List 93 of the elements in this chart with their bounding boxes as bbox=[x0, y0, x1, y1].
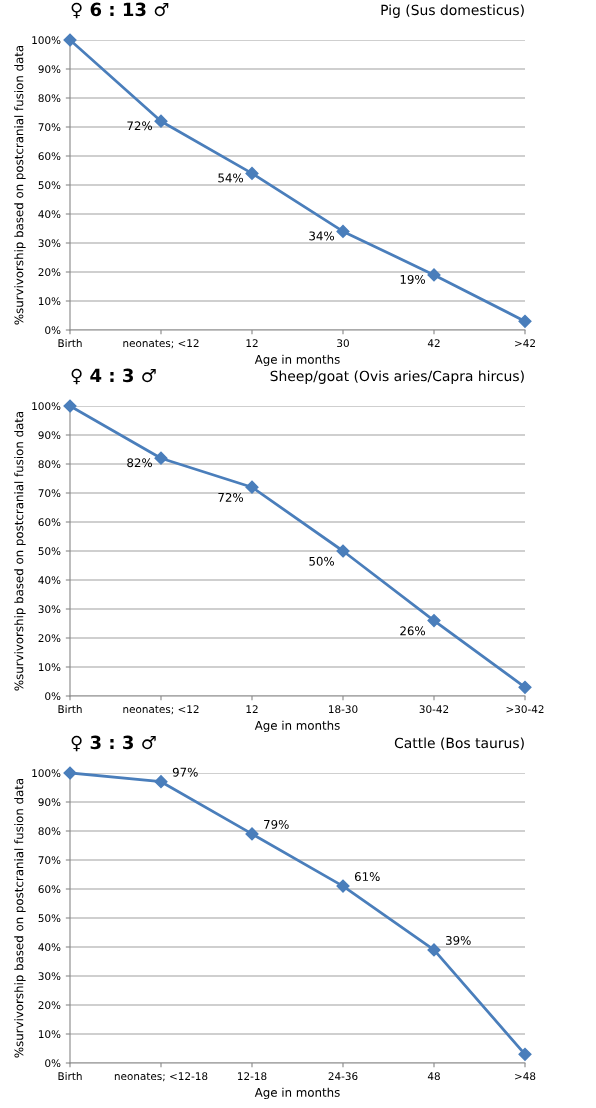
x-tick-label: neonates; <12 bbox=[123, 705, 199, 715]
y-tick-label: 90% bbox=[38, 65, 61, 74]
point bbox=[336, 879, 350, 893]
x-tick-label: 18-30 bbox=[329, 705, 358, 714]
data-label: 39% bbox=[446, 935, 471, 945]
y-tick-label: 60% bbox=[38, 518, 61, 527]
chart-title: Pig (Sus domesticus) bbox=[381, 4, 524, 18]
y-tick-label: 100% bbox=[32, 402, 61, 411]
y-tick-label: 100% bbox=[32, 36, 61, 45]
x-tick-label: neonates; <12-18 bbox=[114, 1072, 208, 1082]
point bbox=[427, 943, 441, 957]
x-axis-title: Age in months bbox=[254, 354, 340, 367]
x-tick-label: 30-42 bbox=[419, 705, 449, 714]
point bbox=[518, 314, 532, 328]
data-label: 50% bbox=[309, 556, 335, 566]
y-tick-label: 10% bbox=[38, 663, 61, 672]
y-tick-label: 50% bbox=[38, 914, 61, 923]
y-tick-label: 100% bbox=[32, 769, 61, 778]
x-tick-label: 42 bbox=[427, 339, 440, 347]
y-tick-label: 0% bbox=[45, 692, 61, 701]
y-tick-label: 50% bbox=[38, 181, 61, 190]
point bbox=[154, 114, 168, 128]
y-axis-title: %survivorship based on postcranial fusion data bbox=[14, 778, 26, 1058]
x-tick-label: 12-18 bbox=[238, 1072, 267, 1081]
chart-subtitle: ♀ 4 : 3 ♂ bbox=[71, 368, 156, 385]
point bbox=[245, 480, 259, 494]
x-tick-label: >42 bbox=[515, 339, 535, 347]
chart-title: Cattle (Bos taurus) bbox=[394, 737, 524, 750]
data-label: 54% bbox=[218, 173, 244, 183]
x-tick-label: 12 bbox=[246, 705, 258, 713]
y-tick-label: 20% bbox=[38, 634, 61, 643]
y-tick-label: 20% bbox=[38, 1001, 61, 1010]
y-tick-label: 80% bbox=[38, 827, 61, 836]
x-tick-label: 12 bbox=[246, 339, 258, 347]
x-tick-label: Birth bbox=[58, 339, 82, 347]
y-tick-label: 80% bbox=[38, 460, 61, 469]
y-tick-label: 90% bbox=[38, 431, 61, 440]
y-axis-title: %survivorship based on postcranial fusion data bbox=[14, 45, 26, 325]
y-tick-label: 60% bbox=[38, 152, 61, 161]
point bbox=[63, 766, 77, 780]
point bbox=[154, 775, 168, 789]
x-tick-label: Birth bbox=[58, 705, 82, 713]
x-tick-label: neonates; <12 bbox=[123, 339, 199, 349]
point bbox=[154, 451, 168, 465]
y-tick-label: 30% bbox=[38, 972, 61, 981]
y-tick-label: 70% bbox=[38, 856, 61, 865]
y-tick-label: 30% bbox=[38, 605, 61, 614]
point bbox=[427, 614, 441, 628]
data-label: 34% bbox=[309, 231, 335, 241]
y-tick-label: 80% bbox=[38, 94, 61, 103]
y-tick-label: 40% bbox=[38, 576, 61, 585]
y-tick-label: 70% bbox=[38, 489, 61, 498]
x-tick-label: 48 bbox=[427, 1072, 440, 1081]
y-tick-label: 20% bbox=[38, 268, 61, 277]
data-label: 72% bbox=[127, 121, 153, 131]
y-tick-label: 0% bbox=[45, 1059, 61, 1068]
y-tick-label: 40% bbox=[38, 943, 61, 952]
y-tick-label: 40% bbox=[38, 210, 61, 219]
data-label: 79% bbox=[264, 819, 289, 829]
point bbox=[518, 680, 532, 694]
point bbox=[427, 268, 441, 282]
chart-subtitle: ♀ 6 : 13 ♂ bbox=[71, 2, 169, 19]
point bbox=[245, 827, 259, 841]
point bbox=[336, 224, 350, 238]
data-label: 72% bbox=[218, 492, 244, 502]
point bbox=[245, 166, 259, 180]
chart-title: Sheep/goat (Ovis aries/Capra hircus) bbox=[270, 370, 524, 384]
x-tick-label: 30 bbox=[337, 339, 349, 348]
y-tick-label: 10% bbox=[38, 297, 61, 306]
y-axis-title: %survivorship based on postcranial fusion data bbox=[14, 411, 26, 691]
data-label: 19% bbox=[400, 274, 426, 284]
y-tick-label: 50% bbox=[38, 547, 61, 556]
data-label: 26% bbox=[400, 626, 426, 636]
data-label: 61% bbox=[354, 872, 380, 882]
x-tick-label: 24-36 bbox=[328, 1072, 358, 1081]
point bbox=[518, 1047, 532, 1061]
y-tick-label: 60% bbox=[38, 885, 61, 894]
x-tick-label: >48 bbox=[515, 1072, 536, 1081]
x-axis-title: Age in months bbox=[254, 1087, 340, 1100]
point bbox=[63, 399, 77, 413]
x-tick-label: >30-42 bbox=[506, 705, 544, 714]
y-tick-label: 30% bbox=[38, 239, 61, 248]
chart-subtitle: ♀ 3 : 3 ♂ bbox=[71, 735, 156, 752]
data-label: 97% bbox=[172, 767, 198, 777]
x-tick-label: Birth bbox=[58, 1072, 82, 1080]
y-tick-label: 0% bbox=[45, 326, 61, 335]
point bbox=[336, 544, 350, 558]
data-label: 82% bbox=[127, 458, 153, 468]
y-tick-label: 10% bbox=[38, 1030, 61, 1039]
x-axis-title: Age in months bbox=[254, 720, 340, 733]
point bbox=[63, 33, 77, 47]
y-tick-label: 90% bbox=[38, 798, 61, 807]
y-tick-label: 70% bbox=[38, 123, 61, 132]
